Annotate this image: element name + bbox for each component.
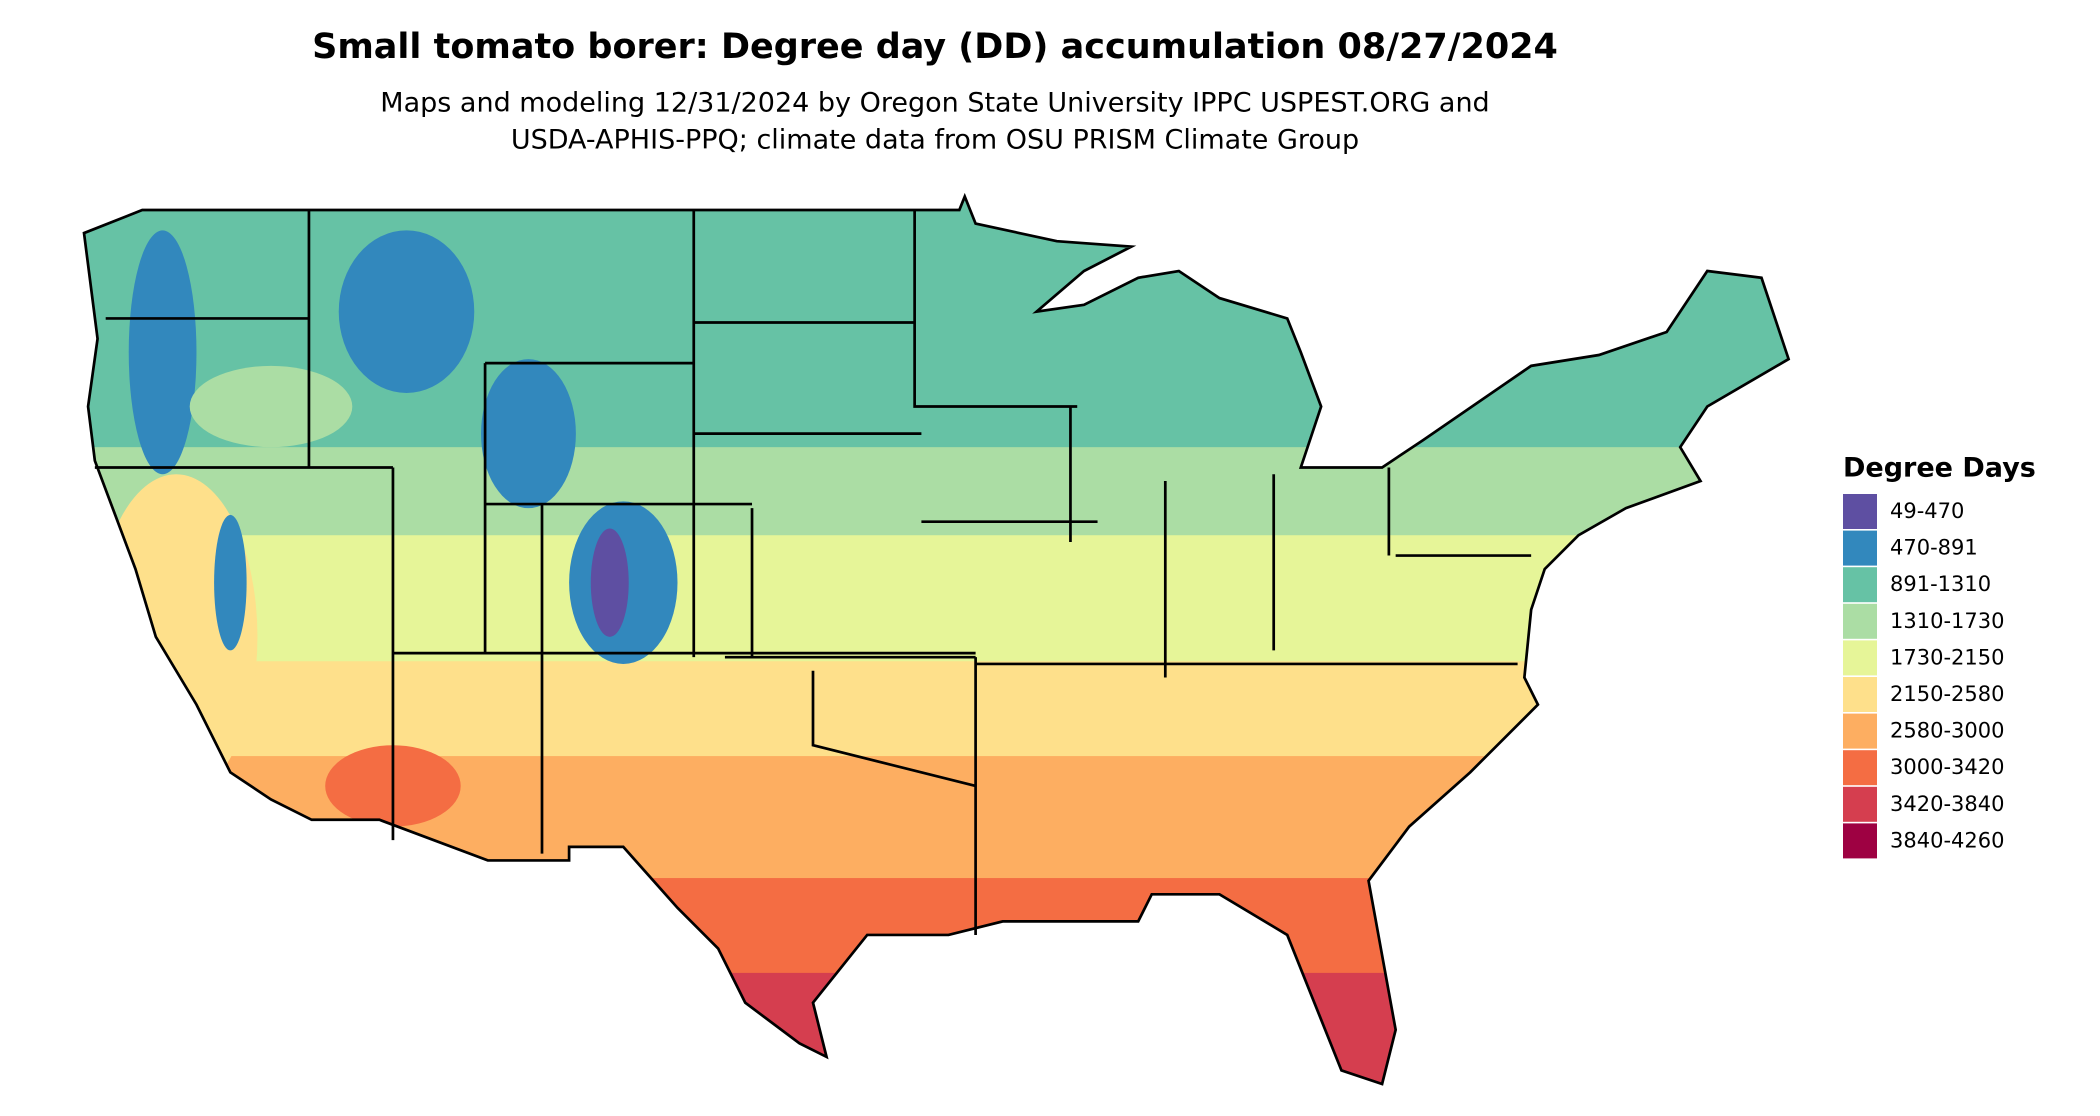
map-region	[84, 447, 1789, 542]
map-region	[84, 535, 1789, 664]
legend-swatch	[1843, 823, 1877, 859]
map-region	[590, 528, 629, 637]
legend-label: 891-1310	[1890, 572, 1991, 596]
legend-swatch	[1843, 713, 1877, 749]
legend-label: 3840-4260	[1890, 828, 2004, 852]
legend-label: 1730-2150	[1890, 645, 2004, 669]
map-region	[338, 230, 475, 393]
legend-label: 2580-3000	[1890, 719, 2004, 743]
map-region	[84, 661, 1789, 759]
legend-swatch	[1843, 567, 1877, 603]
legend-label: 1310-1730	[1890, 609, 2004, 633]
subtitle: Maps and modeling 12/31/2024 by Oregon S…	[380, 88, 1489, 119]
map-region	[481, 359, 576, 509]
map-region	[128, 230, 197, 475]
map-region	[189, 365, 353, 448]
map	[82, 192, 1791, 1086]
legend-label: 2150-2580	[1890, 682, 2004, 706]
legend-swatch	[1843, 750, 1877, 786]
subtitle: USDA-APHIS-PPQ; climate data from OSU PR…	[511, 125, 1359, 156]
map-region	[84, 756, 1789, 881]
legend-swatch	[1843, 786, 1877, 822]
legend-swatch	[1843, 603, 1877, 639]
title: Small tomato borer: Degree day (DD) accu…	[312, 27, 1558, 67]
legend-swatch	[1843, 640, 1877, 676]
legend-swatch	[1843, 530, 1877, 566]
map-region	[84, 878, 1789, 976]
legend-title: Degree Days	[1843, 453, 2036, 484]
legend-label: 470-891	[1890, 536, 1978, 560]
legend-label: 49-470	[1890, 499, 1964, 523]
legend: 49-470 470-891 891-1310 1310-1730 1730-2150 2…	[1843, 494, 2004, 859]
legend-swatch	[1843, 677, 1877, 712]
legend-swatch	[1843, 494, 1877, 529]
legend-label: 3000-3420	[1890, 755, 2004, 779]
legend-label: 3420-3840	[1890, 792, 2004, 816]
map-region	[214, 514, 247, 651]
map-region	[84, 972, 1789, 1085]
